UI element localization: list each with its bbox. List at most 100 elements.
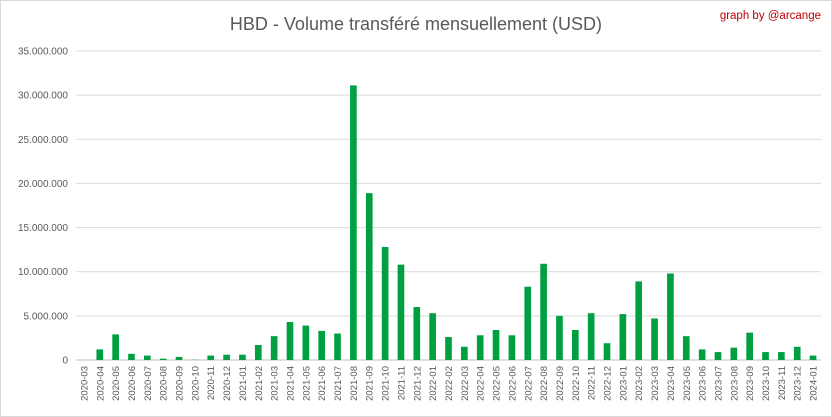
bar (603, 343, 611, 360)
x-tick-label: 2022-12 (603, 366, 614, 401)
x-tick-label: 2021-01 (238, 366, 249, 401)
bar (461, 346, 468, 360)
x-tick-label: 2023-09 (745, 366, 756, 401)
bar (318, 330, 326, 360)
bar (698, 349, 706, 360)
x-tick-label: 2024-01 (809, 366, 820, 401)
y-tick-label: 10.000.000 (18, 267, 68, 278)
x-tick-label: 2020-12 (222, 366, 233, 401)
bar (254, 344, 262, 360)
bar (762, 352, 769, 360)
x-tick-label: 2023-08 (729, 366, 740, 401)
x-tick-label: 2023-10 (761, 366, 772, 401)
x-tick-label: 2022-10 (571, 366, 582, 401)
bar (730, 347, 738, 360)
x-tick-label: 2020-04 (95, 366, 106, 401)
x-tick-label: 2023-01 (618, 366, 629, 401)
bar (809, 355, 817, 360)
x-tick-label: 2020-11 (206, 366, 217, 400)
bar (508, 335, 516, 360)
y-tick-label: 30.000.000 (18, 91, 68, 102)
x-tick-label: 2021-02 (254, 366, 265, 401)
bar (476, 335, 484, 360)
x-tick-label: 2020-10 (190, 366, 201, 401)
bar (223, 354, 230, 360)
x-tick-label: 2021-09 (365, 366, 376, 401)
bar (524, 286, 532, 360)
x-tick-label: 2022-03 (460, 366, 471, 401)
bar (746, 332, 753, 360)
bar (239, 354, 246, 360)
bar (286, 322, 294, 360)
bar (571, 329, 579, 360)
x-tick-label: 2022-06 (507, 366, 518, 401)
x-tick-label: 2022-01 (428, 366, 439, 401)
bar (619, 314, 627, 360)
y-tick-label: 0 (62, 356, 68, 367)
y-tick-label: 15.000.000 (18, 223, 68, 234)
x-tick-label: 2023-04 (666, 366, 677, 401)
bar (397, 264, 405, 360)
x-tick-label: 2021-11 (396, 366, 407, 400)
bar (492, 329, 500, 360)
x-tick-label: 2022-09 (555, 366, 566, 401)
x-tick-label: 2023-12 (793, 366, 804, 401)
x-tick-label: 2020-07 (143, 366, 154, 401)
bars (96, 85, 817, 360)
y-tick-label: 35.000.000 (18, 47, 68, 58)
bar (667, 273, 674, 360)
x-tick-label: 2021-03 (270, 366, 281, 401)
bar (381, 246, 389, 360)
x-axis: 2020-03 2020-04 2020-05 2020-06 2020-07 2020-… (79, 366, 819, 401)
x-tick-label: 2023-07 (713, 366, 724, 401)
x-tick-label: 2021-07 (333, 366, 344, 401)
bar (350, 85, 357, 360)
x-tick-label: 2021-10 (381, 366, 392, 401)
x-tick-label: 2020-06 (127, 366, 138, 401)
bar (635, 281, 643, 360)
bar (714, 352, 722, 360)
bar (445, 337, 452, 360)
bar (651, 318, 658, 360)
bar (778, 352, 785, 360)
x-tick-label: 2023-03 (650, 366, 661, 401)
x-tick-label: 2020-05 (111, 366, 122, 401)
bar (112, 334, 119, 360)
bar (556, 315, 563, 360)
x-tick-label: 2022-05 (492, 366, 503, 401)
bar (302, 325, 310, 360)
bar (159, 358, 167, 360)
bar (365, 193, 373, 360)
y-tick-label: 20.000.000 (18, 179, 68, 190)
bar (429, 313, 436, 360)
bar (144, 355, 151, 360)
x-tick-label: 2021-05 (301, 366, 312, 401)
bar (270, 336, 278, 360)
bar (207, 355, 215, 360)
x-tick-label: 2023-02 (634, 366, 645, 401)
chart-credit: graph by @arcange (719, 10, 821, 22)
bar (96, 349, 104, 360)
x-tick-label: 2022-02 (444, 366, 455, 401)
x-tick-label: 2020-09 (175, 366, 186, 401)
y-axis: 0 5.000.000 10.000.000 15.000.000 20.000.000… (18, 47, 69, 367)
bar (540, 263, 547, 360)
x-tick-label: 2020-08 (159, 366, 170, 401)
x-tick-label: 2023-05 (682, 366, 693, 401)
bar (682, 336, 690, 360)
bar (793, 346, 801, 360)
x-tick-label: 2021-04 (285, 366, 296, 401)
gridlines (76, 50, 821, 361)
y-tick-label: 5.000.000 (24, 311, 69, 322)
x-tick-label: 2021-06 (317, 366, 328, 401)
chart-title: HBD - Volume transféré mensuellement (US… (229, 14, 603, 34)
x-tick-label: 2022-07 (523, 366, 534, 401)
bar (175, 356, 183, 360)
x-tick-label: 2021-12 (412, 366, 423, 401)
x-tick-label: 2022-11 (587, 366, 598, 400)
x-tick-label: 2021-08 (349, 366, 360, 401)
y-tick-label: 25.000.000 (18, 135, 68, 146)
bar (413, 307, 421, 360)
